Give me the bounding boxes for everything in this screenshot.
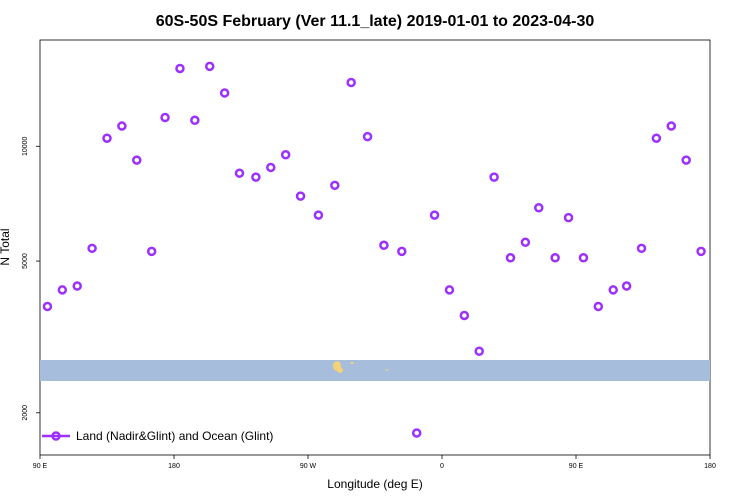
data-point (72, 281, 82, 291)
data-point (160, 112, 170, 123)
data-point (636, 243, 647, 254)
land-patch (337, 367, 343, 373)
data-point (651, 133, 662, 143)
data-point (489, 172, 499, 182)
data-point (234, 168, 245, 178)
data-point (681, 155, 691, 165)
legend: Land (Nadir&Glint) and Ocean (Glint) (42, 429, 273, 443)
data-point (280, 150, 291, 160)
data-point (696, 246, 706, 257)
data-point (621, 281, 632, 291)
data-point (132, 155, 142, 165)
data-point (578, 253, 589, 263)
land-patch (350, 362, 354, 364)
land-patch (386, 369, 388, 371)
ocean-band (40, 360, 710, 381)
y-tick-label: 2000 (22, 405, 29, 421)
x-tick-label: 90 W (300, 463, 317, 470)
legend-marker (51, 431, 61, 441)
chart-title: 60S-50S February (Ver 11.1_late) 2019-01… (156, 13, 595, 30)
data-point (474, 346, 484, 357)
y-tick-label: 10000 (22, 136, 29, 156)
data-point (459, 310, 470, 321)
data-point (295, 191, 306, 201)
data-point (379, 240, 389, 251)
data-point (313, 210, 324, 220)
data-point (219, 88, 230, 98)
data-point (266, 162, 276, 173)
data-point (57, 285, 68, 295)
data-point (251, 172, 261, 182)
x-tick-label: 180 (168, 463, 180, 470)
legend-label: Land (Nadir&Glint) and Ocean (Glint) (76, 429, 273, 443)
data-point (444, 285, 455, 295)
data-point (117, 121, 127, 131)
data-point (534, 202, 544, 213)
data-point (666, 121, 677, 131)
data-point (146, 246, 157, 257)
data-point (608, 285, 618, 295)
map-strip (40, 360, 710, 381)
data-point (190, 115, 200, 126)
data-point (411, 428, 422, 438)
data-point (42, 301, 53, 312)
data-points (42, 61, 706, 438)
data-point (593, 301, 604, 312)
data-point (429, 210, 440, 220)
x-axis-label: Longitude (deg E) (327, 477, 422, 491)
y-axis-label: N Total (0, 228, 12, 265)
y-tick-label: 5000 (22, 253, 29, 269)
data-point (563, 212, 574, 223)
data-point (102, 133, 112, 143)
y-axis: 2000 5000 10000 (22, 136, 40, 421)
x-tick-label: 90 E (33, 463, 48, 470)
plot-frame (39, 39, 711, 456)
data-point (550, 253, 560, 263)
data-point (397, 246, 407, 257)
data-point (175, 63, 185, 74)
x-tick-label: 180 (704, 463, 716, 470)
data-point (346, 77, 356, 88)
x-tick-label: 90 E (569, 463, 584, 470)
data-point (204, 61, 215, 72)
data-point (362, 131, 373, 142)
data-point (330, 180, 340, 191)
x-axis: 90 E 180 90 W 0 90 E 180 (33, 455, 716, 470)
data-point (505, 253, 516, 263)
data-point (520, 237, 531, 248)
data-point (87, 243, 97, 254)
x-tick-label: 0 (440, 463, 444, 470)
